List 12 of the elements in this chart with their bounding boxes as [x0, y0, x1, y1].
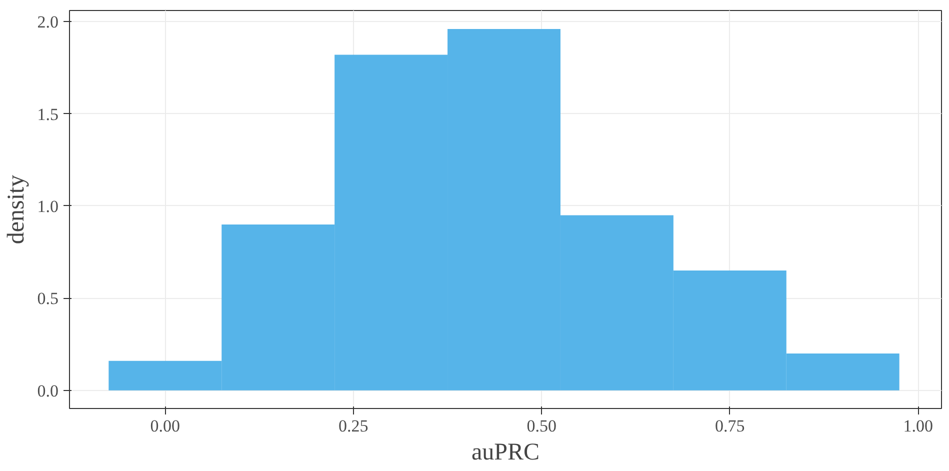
x-tick-label: 0.50	[526, 416, 557, 436]
y-tick-label: 0.0	[37, 381, 58, 400]
y-tick-label: 1.5	[37, 104, 58, 124]
x-tick-label: 0.00	[150, 416, 180, 436]
x-axis-title: auPRC	[471, 440, 540, 466]
x-tick-label: 1.00	[903, 416, 934, 436]
y-tick-label: 2.0	[37, 12, 58, 32]
x-tick-label: 0.75	[715, 416, 745, 436]
y-axis-title: density	[3, 174, 30, 244]
y-tick-label: 1.0	[37, 196, 58, 216]
y-tick-label: 0.5	[37, 289, 58, 308]
x-tick-label: 0.25	[338, 416, 368, 436]
